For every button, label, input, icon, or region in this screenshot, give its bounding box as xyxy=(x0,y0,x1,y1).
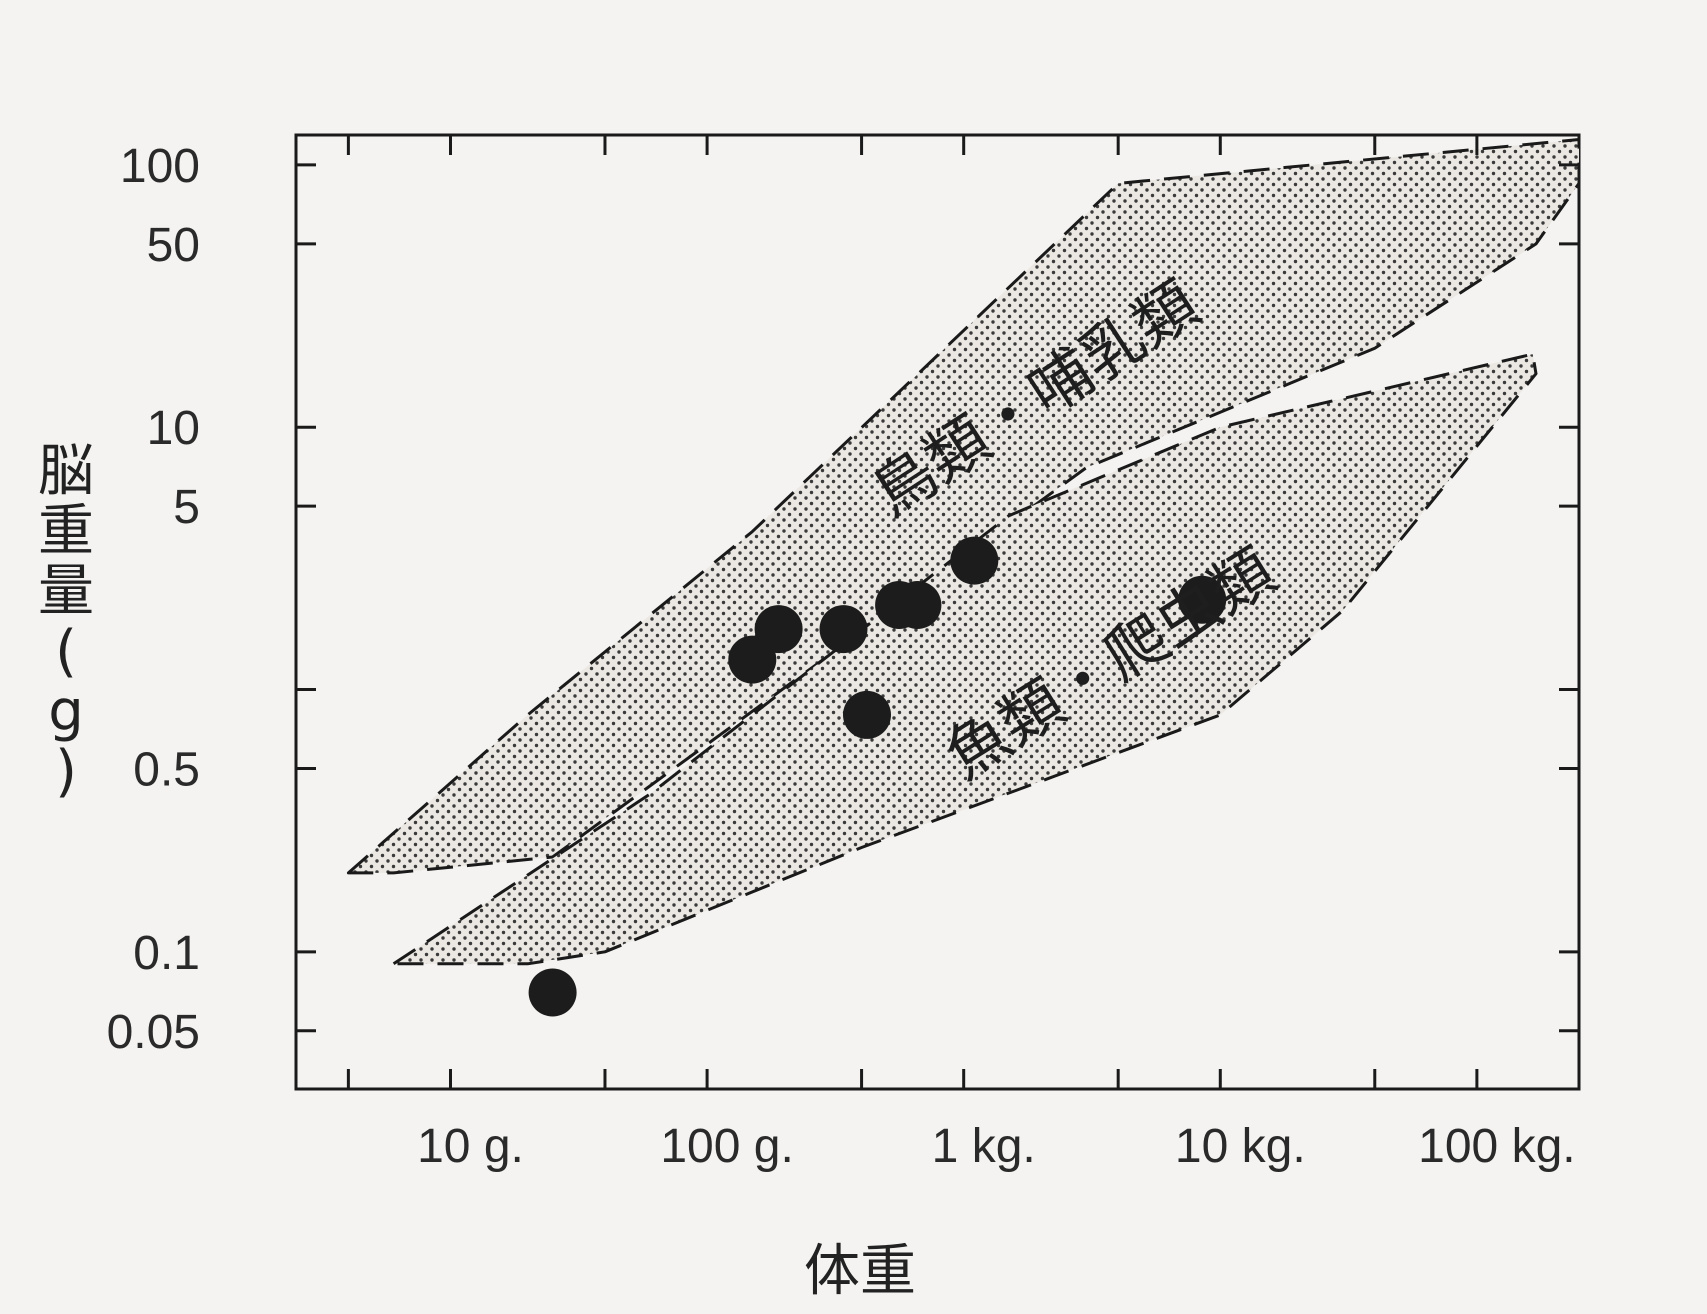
x-tick-label: 100 g. xyxy=(660,1120,793,1173)
data-point xyxy=(950,536,999,585)
x-axis-title: 体重 xyxy=(804,1239,916,1304)
tick-labels-layer: 10 g. 100 g. 1 kg. 10 kg. 100 kg. 100 50 10 5 0.5… xyxy=(107,140,1576,1173)
y-axis-title: 脳重量(g) xyxy=(38,439,94,804)
data-point xyxy=(528,968,577,1017)
x-tick-label: 1 kg. xyxy=(932,1120,1036,1173)
y-axis-title-char: 量 xyxy=(38,559,94,624)
data-point xyxy=(754,605,803,654)
region-2 xyxy=(392,352,1538,966)
plot-frame xyxy=(294,133,1581,1091)
y-axis-title-char: 脳 xyxy=(38,439,94,504)
x-tick-label: 10 kg. xyxy=(1175,1120,1306,1173)
y-tick-label: 100 xyxy=(120,140,200,193)
data-point xyxy=(1178,575,1227,624)
regions-layer xyxy=(346,138,1581,966)
y-tick-label: 5 xyxy=(173,481,200,534)
y-tick-label: 0.05 xyxy=(107,1006,200,1059)
y-axis-title-char: ) xyxy=(55,739,77,804)
x-tick-label: 10 g. xyxy=(417,1120,524,1173)
ticks-layer xyxy=(296,135,1579,1089)
y-tick-label: 10 xyxy=(147,402,200,455)
region-1 xyxy=(346,138,1581,875)
y-tick-label: 0.1 xyxy=(133,927,200,980)
data-point xyxy=(819,605,868,654)
y-axis-title-char: g xyxy=(48,679,84,744)
data-point xyxy=(893,581,942,629)
y-tick-label: 50 xyxy=(147,219,200,272)
y-axis-title-char: 重 xyxy=(38,499,94,564)
y-axis-title-char: ( xyxy=(55,619,77,684)
data-point xyxy=(843,690,891,739)
y-tick-label: 0.5 xyxy=(133,743,200,796)
points-layer xyxy=(528,536,1227,1017)
x-tick-label: 100 kg. xyxy=(1418,1120,1575,1173)
